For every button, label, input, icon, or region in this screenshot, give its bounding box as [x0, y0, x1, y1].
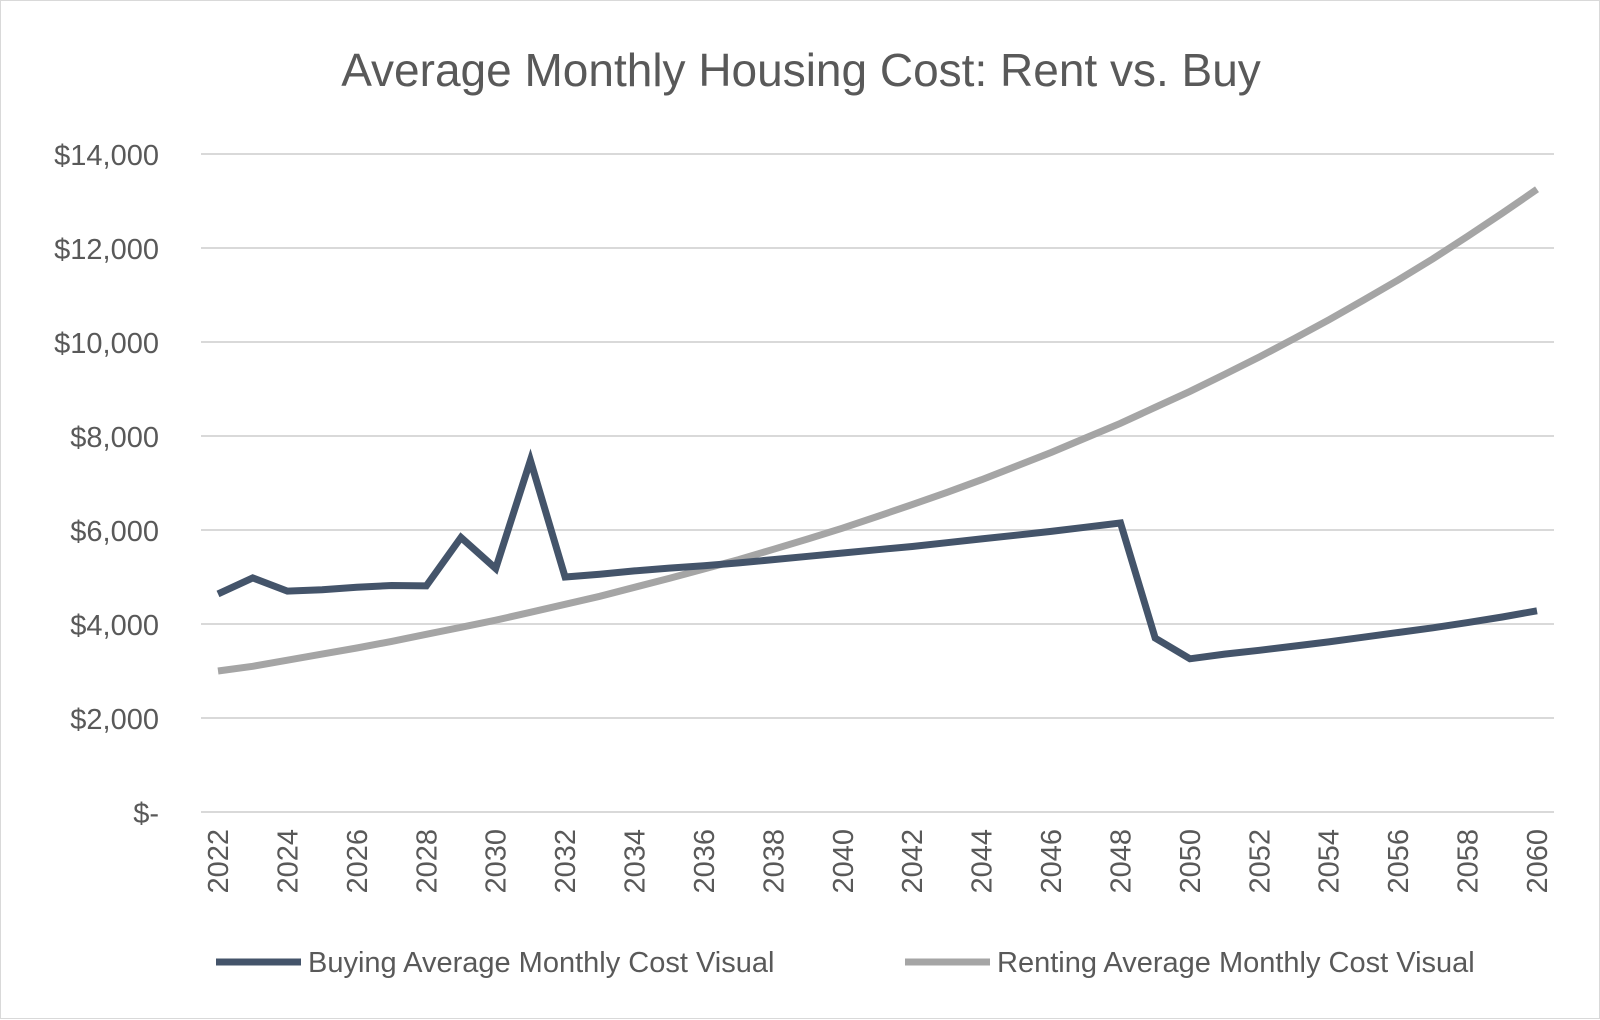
y-tick-label: $-: [133, 798, 159, 830]
x-tick-label: 2048: [1105, 829, 1137, 894]
x-tick-label: 2036: [689, 829, 721, 894]
y-tick-label: $2,000: [70, 704, 159, 736]
series-line-buying: [216, 448, 1538, 663]
x-tick-label: 2032: [550, 829, 582, 894]
x-tick-label: 2038: [758, 829, 790, 894]
y-tick-label: $6,000: [70, 516, 159, 548]
x-tick-label: 2042: [897, 829, 929, 894]
y-tick-label: $4,000: [70, 610, 159, 642]
y-tick-label: $10,000: [54, 328, 159, 360]
x-tick-label: 2060: [1522, 829, 1554, 894]
x-tick-label: 2028: [411, 829, 443, 894]
y-tick-label: $8,000: [70, 422, 159, 454]
x-tick-label: 2054: [1314, 829, 1346, 894]
x-tick-label: 2058: [1453, 829, 1485, 894]
x-tick-label: 2044: [967, 829, 999, 894]
gridlines: [201, 153, 1554, 719]
series-line-renting: [217, 186, 1539, 675]
x-tick-label: 2040: [828, 829, 860, 894]
legend: Buying Average Monthly Cost Visual Rentin…: [216, 947, 1475, 979]
legend-label: Buying Average Monthly Cost Visual: [308, 947, 774, 979]
y-tick-label: $12,000: [54, 234, 159, 266]
x-axis-ticks: 2022 2024 2026 2028 2030 2032 2034 2036 2038 2040…: [203, 829, 1554, 894]
legend-label: Renting Average Monthly Cost Visual: [997, 947, 1475, 979]
x-tick-label: 2052: [1244, 829, 1276, 894]
x-tick-label: 2050: [1175, 829, 1207, 894]
x-tick-label: 2046: [1036, 829, 1068, 894]
x-tick-label: 2026: [342, 829, 374, 894]
series-lines: [216, 186, 1539, 675]
y-axis-ticks: $- $2,000 $4,000 $6,000 $8,000 $10,000 $12,000…: [54, 140, 159, 830]
x-tick-label: 2030: [481, 829, 513, 894]
x-tick-label: 2056: [1383, 829, 1415, 894]
y-tick-label: $14,000: [54, 140, 159, 172]
x-tick-label: 2022: [203, 829, 235, 894]
x-tick-label: 2024: [272, 829, 304, 894]
chart-title: Average Monthly Housing Cost: Rent vs. B…: [341, 44, 1261, 96]
x-tick-label: 2034: [620, 829, 652, 894]
